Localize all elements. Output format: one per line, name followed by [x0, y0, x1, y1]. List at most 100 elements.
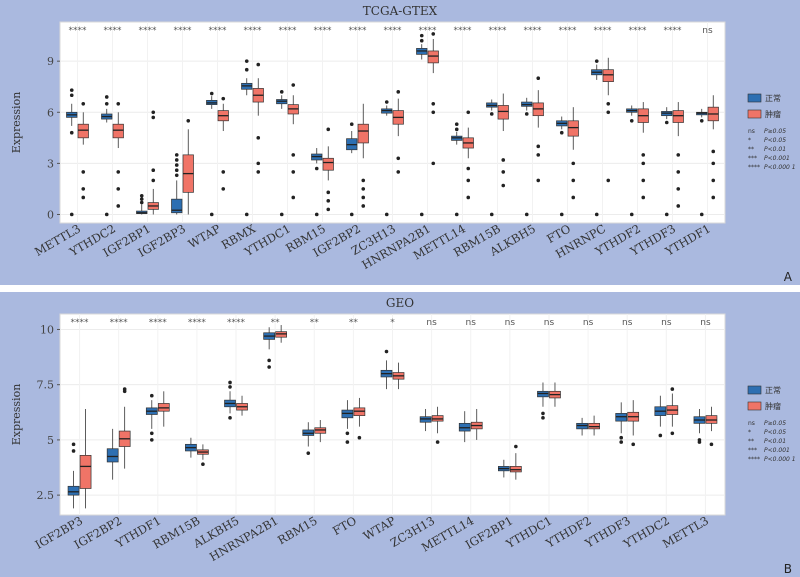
significance-label: **** — [314, 26, 333, 36]
outlier-point — [699, 118, 704, 123]
box-tumor — [602, 69, 614, 82]
significance-label: **** — [594, 26, 613, 36]
outlier-point — [466, 178, 471, 183]
outlier-point — [345, 440, 350, 444]
outlier-point — [594, 59, 599, 63]
outlier-point — [151, 115, 156, 120]
box-normal — [171, 198, 183, 214]
outlier-point — [658, 433, 663, 438]
outlier-point — [629, 212, 634, 217]
outlier-point — [174, 158, 179, 162]
legend-label-normal: 正常 — [765, 386, 781, 395]
legend-swatch-tumor — [747, 109, 762, 119]
outlier-point — [314, 166, 319, 171]
y-tick-label: 5 — [47, 434, 54, 447]
outlier-point — [536, 178, 541, 183]
outlier-point — [139, 197, 144, 201]
outlier-point — [711, 195, 716, 200]
box-tumor — [322, 157, 334, 171]
outlier-point — [664, 212, 669, 217]
outlier-point — [699, 212, 704, 217]
outlier-point — [256, 136, 261, 140]
sig-code-symbol: * — [748, 429, 751, 436]
significance-label: **** — [149, 318, 168, 328]
outlier-point — [676, 187, 681, 191]
significance-label: **** — [209, 26, 228, 36]
panel-b: GEO 2.5 5 7.5 10 Expression **** IGF2BP3 **** IGF… — [0, 292, 800, 577]
sig-code-desc: P<0.001 — [764, 447, 790, 454]
legend-label-tumor: 肿瘤 — [765, 401, 781, 411]
outlier-point — [676, 170, 681, 174]
outlier-point — [221, 170, 226, 174]
outlier-point — [541, 411, 545, 416]
outlier-point — [524, 212, 529, 217]
outlier-point — [201, 462, 205, 466]
significance-label: **** — [227, 318, 246, 328]
box-tumor — [357, 123, 369, 144]
sig-code-symbol: *** — [748, 447, 757, 454]
sig-code-desc: P<0.01 — [764, 146, 786, 153]
box-tumor — [112, 123, 124, 139]
outlier-point — [326, 207, 331, 212]
outlier-point — [536, 153, 541, 157]
outlier-point — [174, 168, 179, 172]
outlier-point — [489, 112, 494, 116]
outlier-point — [419, 212, 424, 217]
outlier-point — [489, 212, 494, 217]
significance-label: ** — [349, 318, 359, 328]
outlier-point — [221, 96, 226, 101]
y-tick-label: 6 — [47, 106, 54, 119]
outlier-point — [536, 76, 541, 81]
outlier-point — [174, 153, 179, 157]
outlier-point — [419, 38, 424, 43]
outlier-point — [606, 101, 611, 106]
outlier-point — [559, 212, 564, 217]
y-tick-label: 10 — [40, 323, 54, 336]
outlier-point — [396, 156, 401, 161]
outlier-point — [641, 178, 646, 183]
chart-title: GEO — [386, 296, 414, 310]
significance-label: **** — [664, 26, 683, 36]
outlier-point — [670, 431, 675, 436]
outlier-point — [104, 212, 109, 217]
sig-code-desc: P<0.000 1 — [764, 456, 796, 463]
outlier-point — [641, 195, 646, 200]
outlier-point — [419, 33, 424, 38]
outlier-point — [228, 416, 232, 420]
outlier-point — [631, 442, 636, 447]
box-tumor — [77, 123, 89, 139]
y-tick-label: 9 — [47, 55, 54, 68]
outlier-point — [256, 161, 261, 166]
significance-label: **** — [188, 318, 207, 328]
outlier-point — [629, 118, 634, 123]
significance-label: ns — [466, 318, 477, 328]
outlier-point — [676, 153, 681, 157]
outlier-point — [361, 195, 366, 200]
outlier-point — [221, 187, 226, 191]
outlier-point — [501, 170, 506, 174]
legend-swatch-normal — [747, 385, 762, 395]
outlier-point — [709, 442, 714, 447]
legend-swatch-normal — [747, 93, 762, 103]
outlier-point — [454, 122, 459, 127]
y-tick-label: 7.5 — [37, 379, 55, 392]
outlier-point — [606, 110, 611, 115]
outlier-point — [514, 444, 518, 449]
sig-code-desc: P<0.05 — [764, 137, 786, 144]
outlier-point — [349, 212, 354, 217]
chart-title: TCGA-GTEX — [363, 4, 438, 18]
outlier-point — [641, 153, 646, 157]
outlier-point — [541, 416, 545, 420]
outlier-point — [384, 100, 389, 104]
significance-label: **** — [384, 26, 403, 36]
outlier-point — [116, 101, 121, 106]
outlier-point — [69, 93, 74, 98]
y-tick-label: 0 — [47, 208, 54, 221]
significance-label: ns — [702, 26, 713, 36]
outlier-point — [149, 393, 154, 398]
outlier-point — [711, 178, 716, 183]
outlier-point — [711, 161, 716, 166]
outlier-point — [466, 166, 471, 171]
outlier-point — [466, 195, 471, 200]
sig-code-symbol: *** — [748, 155, 757, 162]
